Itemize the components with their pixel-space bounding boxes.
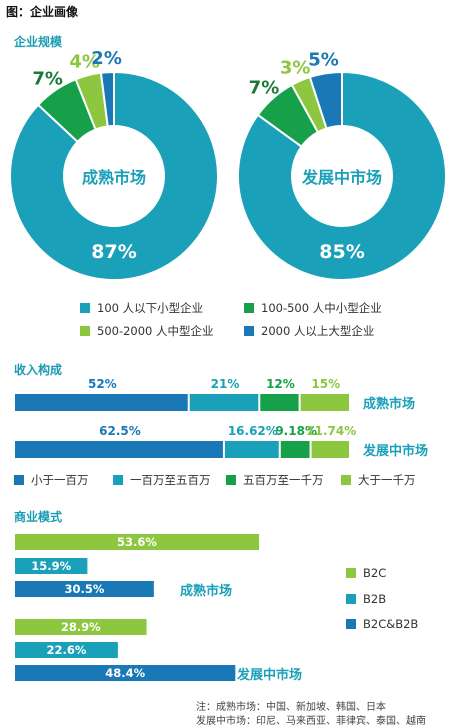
size-legend-2-swatch bbox=[80, 326, 90, 336]
bm-0-label-0: 53.6% bbox=[117, 535, 157, 549]
bm-legend-2-swatch bbox=[346, 619, 356, 629]
donut-1-label-3: 5% bbox=[308, 49, 339, 70]
bm-legend-0-swatch bbox=[346, 568, 356, 578]
revenue-0-bar-3 bbox=[300, 394, 349, 411]
revenue-0-category: 成熟市场 bbox=[363, 396, 415, 412]
donut-0-label-2: 4% bbox=[69, 52, 100, 73]
revenue-1-label-0: 62.5% bbox=[99, 424, 141, 438]
bm-legend-1: B2B bbox=[346, 592, 386, 606]
revenue-1-label-1: 16.62% bbox=[228, 424, 278, 438]
donut-1-center-label: 发展中市场 bbox=[301, 168, 382, 187]
revenue-0-bar-0 bbox=[15, 394, 188, 411]
revenue-0-label-2: 12% bbox=[266, 377, 295, 391]
bm-legend-1-text: B2B bbox=[363, 592, 387, 606]
donut-0-label-3: 2% bbox=[91, 48, 122, 69]
revenue-1-label-3: 11.74% bbox=[306, 424, 356, 438]
size-legend-3-text: 2000 人以上大型企业 bbox=[261, 324, 375, 338]
note-line-1: 注：成熟市场：中国、新加坡、韩国、日本 bbox=[196, 702, 386, 713]
revenue-legend-2: 五百万至一千万 bbox=[226, 472, 324, 488]
revenue-legend-0: 小于一百万 bbox=[14, 472, 89, 488]
revenue-1-bar-3 bbox=[311, 441, 349, 458]
bm-legend-2: B2C&B2B bbox=[346, 617, 418, 631]
revenue-1-category: 发展中市场 bbox=[362, 443, 428, 459]
size-legend-2-text: 500-2000 人中型企业 bbox=[97, 324, 214, 338]
bm-1-category: 发展中市场 bbox=[236, 667, 302, 683]
note-line-2: 发展中市场：印尼、马来西亚、菲律宾、泰国、越南 bbox=[196, 716, 426, 727]
section-title-company-size: 企业规模 bbox=[14, 35, 63, 49]
revenue-0-bar-1 bbox=[189, 394, 259, 411]
revenue-0-label-0: 52% bbox=[88, 377, 117, 391]
revenue-0-label-3: 15% bbox=[311, 377, 340, 391]
revenue-legend-2-swatch bbox=[226, 475, 236, 485]
size-legend-3: 2000 人以上大型企业 bbox=[244, 323, 374, 339]
revenue-0-bar-2 bbox=[260, 394, 299, 411]
revenue-legend-3-text: 大于一千万 bbox=[358, 473, 416, 487]
revenue-legend-3-swatch bbox=[341, 475, 351, 485]
size-legend-3-swatch bbox=[244, 326, 254, 336]
bm-0-category: 成熟市场 bbox=[180, 583, 232, 599]
revenue-0-label-1: 21% bbox=[211, 377, 240, 391]
section-title-business-model: 商业模式 bbox=[14, 510, 63, 524]
revenue-legend-0-swatch bbox=[14, 475, 24, 485]
bm-1-label-2: 48.4% bbox=[105, 666, 145, 680]
revenue-legend-3: 大于一千万 bbox=[341, 472, 416, 488]
revenue-legend-1-text: 一百万至五百万 bbox=[130, 473, 211, 487]
size-legend-1-text: 100-500 人中小型企业 bbox=[261, 301, 382, 315]
revenue-1-label-2: 9.18% bbox=[275, 424, 317, 438]
donut-0-center-label: 成熟市场 bbox=[82, 168, 146, 187]
donut-1-slice-3 bbox=[308, 70, 343, 130]
donut-1-label-0: 85% bbox=[319, 241, 364, 263]
bm-1-bar-1 bbox=[15, 642, 118, 658]
bm-legend-1-swatch bbox=[346, 594, 356, 604]
revenue-1-bar-0 bbox=[15, 441, 223, 458]
bm-0-label-2: 30.5% bbox=[64, 582, 104, 596]
revenue-legend-2-text: 五百万至一千万 bbox=[243, 473, 324, 487]
donut-0-label-1: 7% bbox=[32, 68, 63, 89]
donut-0-slice-3 bbox=[99, 70, 115, 128]
size-legend-0-swatch bbox=[80, 303, 90, 313]
section-title-revenue: 收入构成 bbox=[14, 363, 63, 377]
bm-1-label-0: 28.9% bbox=[61, 620, 101, 634]
donut-0-slice-0 bbox=[9, 70, 219, 281]
donut-0-label-0: 87% bbox=[91, 241, 136, 263]
bm-legend-0-text: B2C bbox=[363, 566, 387, 580]
size-legend-1-swatch bbox=[244, 303, 254, 313]
donut-1-label-2: 3% bbox=[280, 58, 311, 79]
bm-0-bar-2 bbox=[15, 581, 154, 597]
revenue-1-bar-2 bbox=[280, 441, 310, 458]
size-legend-1: 100-500 人中小型企业 bbox=[244, 300, 382, 316]
revenue-1-bar-1 bbox=[224, 441, 279, 458]
revenue-legend-0-text: 小于一百万 bbox=[31, 473, 89, 487]
revenue-legend-1: 一百万至五百万 bbox=[113, 472, 211, 488]
bm-0-label-1: 15.9% bbox=[31, 559, 71, 573]
bm-legend-0: B2C bbox=[346, 566, 386, 580]
donut-1-slice-0 bbox=[237, 70, 447, 281]
size-legend-0-text: 100 人以下小型企业 bbox=[97, 301, 204, 315]
size-legend-2: 500-2000 人中型企业 bbox=[80, 323, 214, 339]
bm-1-bar-0 bbox=[15, 619, 147, 635]
bm-1-label-1: 22.6% bbox=[46, 643, 86, 657]
bm-legend-2-text: B2C&B2B bbox=[363, 617, 419, 631]
revenue-legend-1-swatch bbox=[113, 475, 123, 485]
bm-0-bar-1 bbox=[15, 558, 88, 574]
bm-0-bar-0 bbox=[15, 534, 259, 550]
figure-title: 图：企业画像 bbox=[6, 5, 79, 19]
bm-1-bar-2 bbox=[15, 665, 236, 681]
size-legend-0: 100 人以下小型企业 bbox=[80, 300, 203, 316]
donut-1-label-1: 7% bbox=[249, 77, 280, 98]
